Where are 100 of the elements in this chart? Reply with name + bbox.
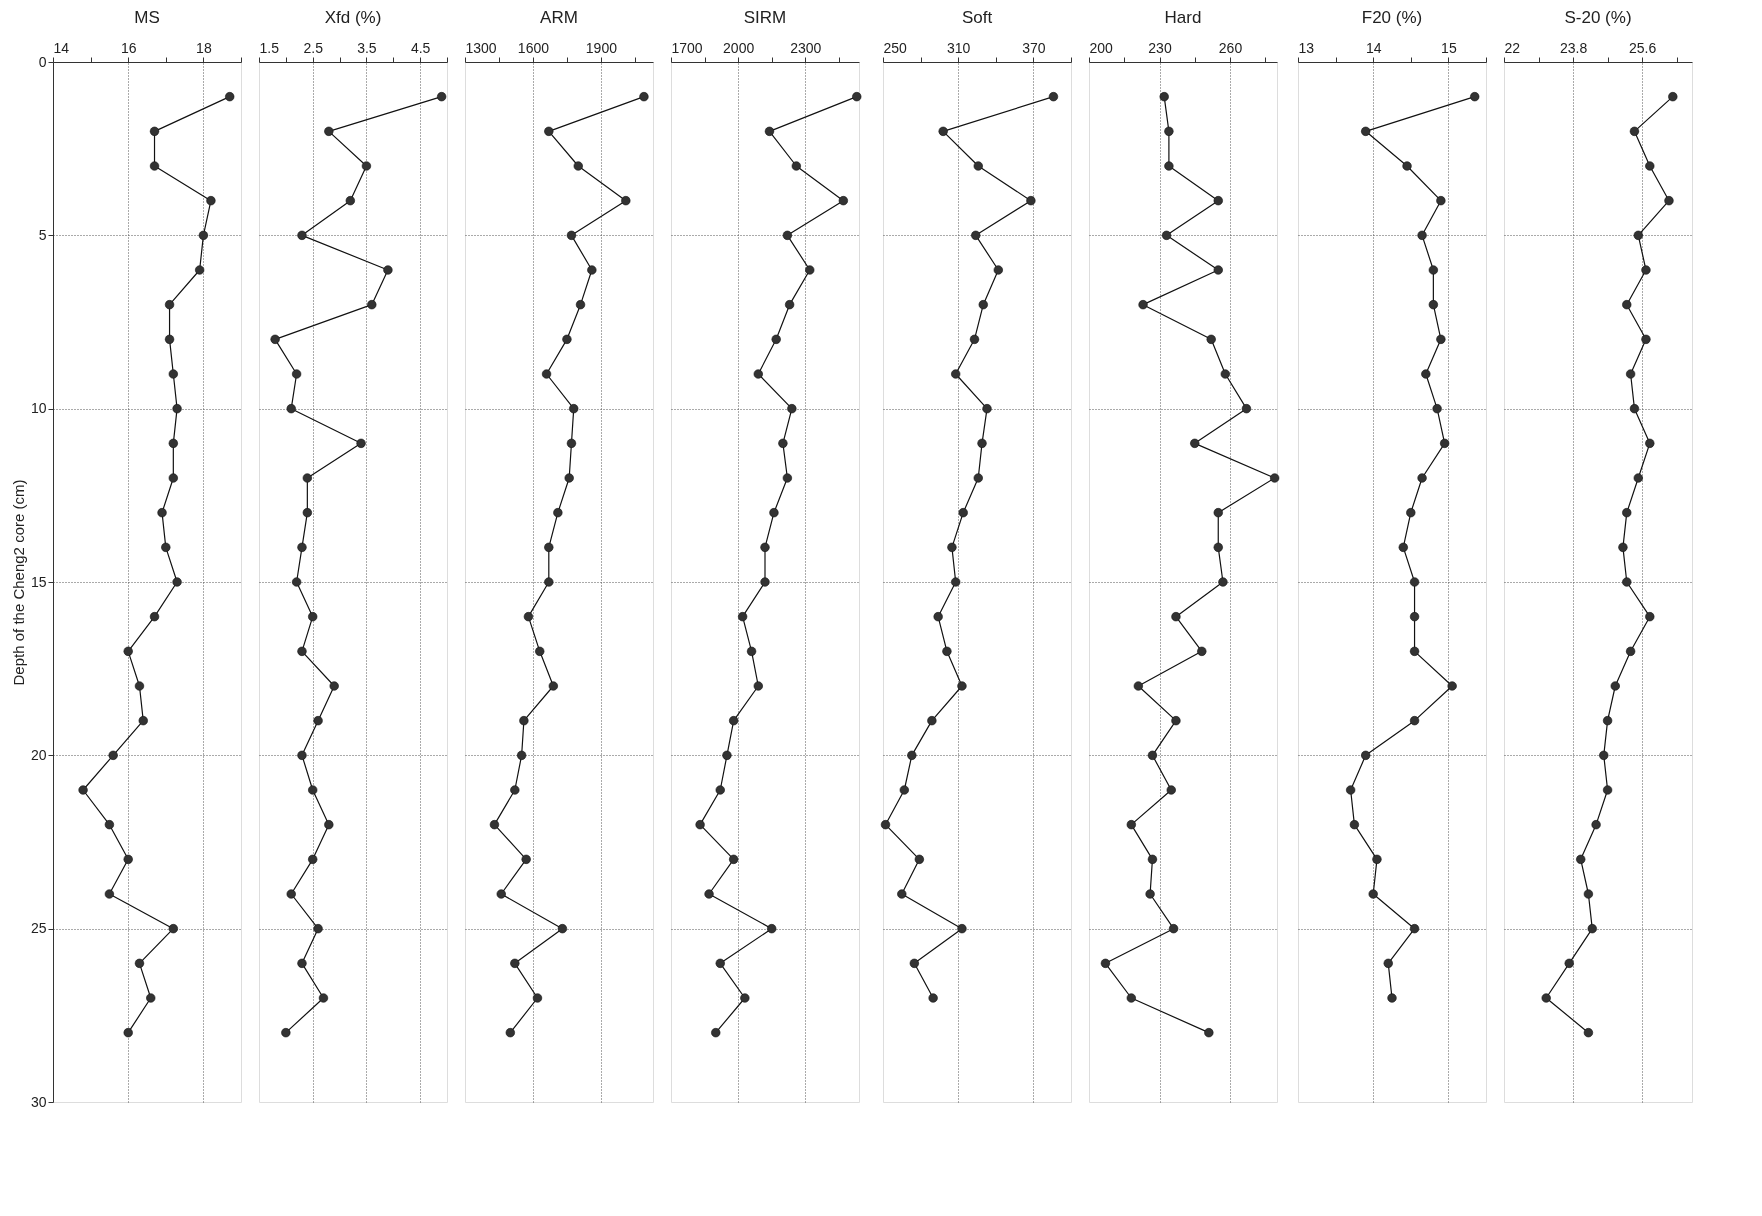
point [704, 889, 714, 899]
point [947, 542, 957, 552]
point [329, 681, 339, 691]
point [715, 785, 725, 795]
point [367, 300, 377, 310]
point [942, 646, 952, 656]
point [1349, 820, 1360, 830]
point [308, 612, 318, 622]
point [1026, 196, 1036, 206]
point [517, 750, 527, 760]
point [1190, 438, 1200, 448]
point [722, 750, 732, 760]
point [1633, 473, 1643, 483]
point [852, 92, 862, 102]
point [1610, 681, 1620, 691]
point [324, 820, 334, 830]
point [973, 473, 983, 483]
point [993, 265, 1003, 275]
point [510, 785, 520, 795]
point [1591, 820, 1601, 830]
point [1133, 681, 1143, 691]
point [562, 334, 572, 344]
point [1402, 161, 1412, 171]
x-tick-label: 15 [1441, 39, 1457, 56]
point [575, 300, 586, 310]
point [544, 126, 554, 136]
point [1368, 889, 1378, 899]
point [270, 334, 280, 344]
point [1171, 612, 1181, 622]
point [1126, 993, 1136, 1003]
x-tick-label: 22 [1504, 39, 1521, 56]
x-tick-label: 13 [1298, 39, 1315, 56]
point [1629, 404, 1640, 414]
point [1602, 785, 1613, 795]
y-tick-label: 10 [30, 400, 47, 417]
point [1664, 196, 1674, 206]
point [1470, 92, 1480, 102]
point [1218, 577, 1228, 587]
point [914, 854, 924, 864]
x-tick-label: 1300 [465, 39, 497, 56]
point [383, 265, 393, 275]
point [1361, 126, 1371, 136]
point [1436, 196, 1446, 206]
point [782, 473, 793, 483]
point [1161, 230, 1172, 240]
point [1197, 646, 1207, 656]
point [302, 473, 312, 483]
point [1147, 854, 1158, 864]
point [1409, 612, 1420, 622]
point [1409, 924, 1420, 934]
point [715, 958, 725, 968]
x-tick-label: 2300 [790, 39, 822, 56]
point [1164, 126, 1174, 136]
point [1645, 438, 1655, 448]
point [1602, 716, 1613, 726]
point [1417, 230, 1427, 240]
point [1622, 577, 1632, 587]
x-tick-label: 4.5 [410, 39, 431, 56]
x-tick-label: 260 [1218, 39, 1243, 56]
point [324, 126, 334, 136]
point [489, 820, 500, 830]
point [1541, 993, 1551, 1003]
point [1166, 785, 1176, 795]
point [521, 854, 531, 864]
point [1213, 265, 1223, 275]
x-tick-label: 200 [1089, 39, 1114, 56]
point [1204, 1028, 1214, 1038]
point [1440, 438, 1450, 448]
point [1417, 473, 1427, 483]
point [356, 438, 366, 448]
point [957, 924, 967, 934]
chart-title: ARM [540, 8, 578, 27]
point [1213, 542, 1223, 552]
point [281, 1028, 291, 1038]
point [1625, 369, 1636, 379]
point [1409, 716, 1420, 726]
point [1583, 1028, 1594, 1038]
y-axis-title: Depth of the Cheng2 core (cm) [9, 479, 27, 686]
point [519, 716, 529, 726]
point [805, 265, 815, 275]
point [982, 404, 992, 414]
point [1587, 924, 1597, 934]
point [1168, 924, 1179, 934]
point [1564, 958, 1574, 968]
point [1622, 508, 1632, 518]
point [1213, 196, 1223, 206]
point [286, 889, 296, 899]
point [1668, 92, 1678, 102]
point [928, 993, 938, 1003]
point [1618, 542, 1628, 552]
point [971, 230, 981, 240]
x-tick-label: 1700 [671, 39, 703, 56]
point [1213, 508, 1223, 518]
point [951, 577, 961, 587]
y-tick-label: 5 [38, 226, 47, 243]
point [587, 265, 597, 275]
point [1372, 854, 1382, 864]
point [957, 681, 967, 691]
point [951, 369, 961, 379]
point [1599, 750, 1609, 760]
